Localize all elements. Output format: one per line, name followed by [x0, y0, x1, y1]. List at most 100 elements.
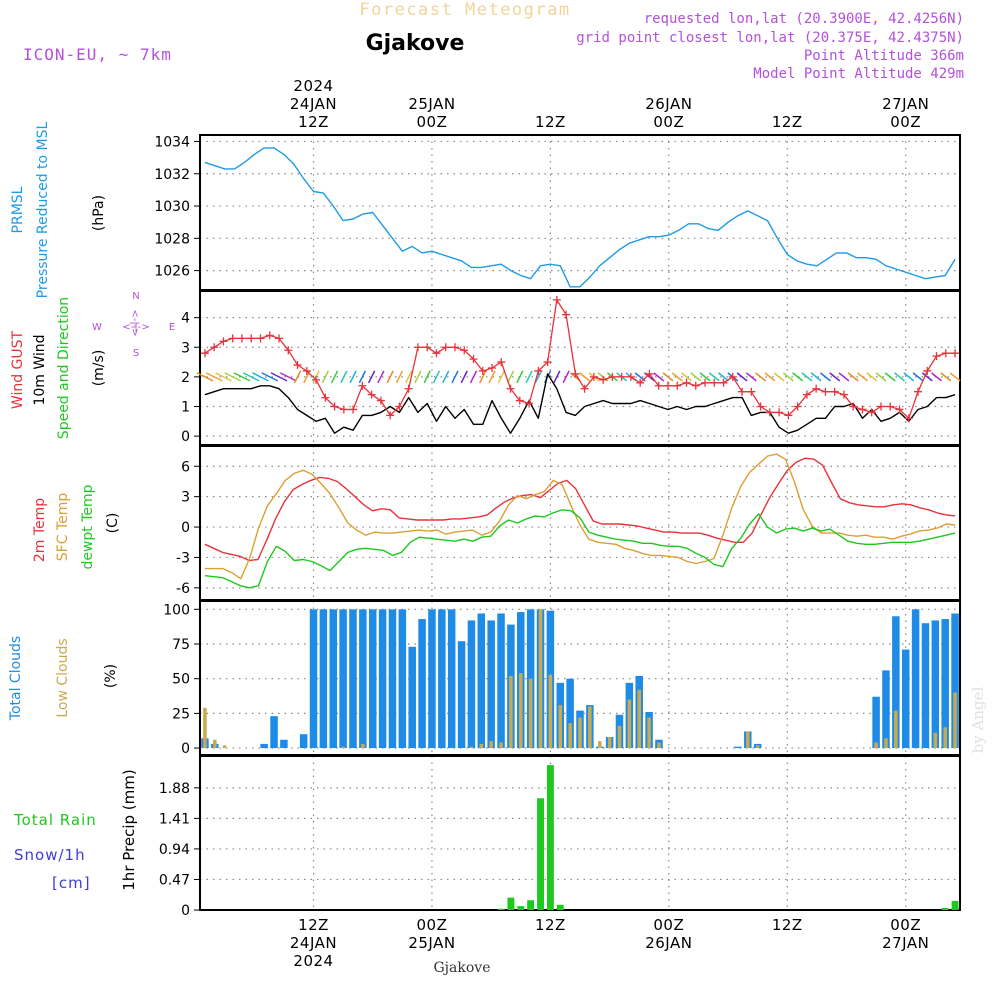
point-altitude: Point Altitude 366m	[804, 48, 964, 64]
total-clouds-bar	[911, 609, 920, 749]
wind-direction-arrow	[196, 372, 214, 382]
clouds-ytick-label: 0	[181, 741, 190, 757]
bottom-time-label: 2024	[293, 952, 333, 970]
rain-bar	[517, 906, 525, 910]
wind-direction-arrow	[432, 370, 441, 384]
wind-gust-marker	[608, 372, 617, 381]
wind-direction-arrow	[488, 370, 496, 384]
wind-direction-arrow	[377, 370, 385, 384]
bottom-time-label: 25JAN	[408, 934, 455, 952]
bottom-time-label: 26JAN	[645, 934, 692, 952]
wind-direction-arrow	[949, 372, 961, 382]
compass-west: W	[92, 322, 102, 333]
precip-ytick-label: 1.88	[159, 781, 190, 797]
low-clouds-bar	[894, 710, 898, 749]
bottom-time-label: 00Z	[653, 916, 684, 934]
wind-direction-arrow	[506, 370, 515, 384]
wind-gust-line	[204, 299, 956, 419]
wind-gust-marker	[793, 402, 802, 411]
wind-gust-marker	[525, 399, 534, 408]
wind-gust-marker	[275, 334, 284, 343]
wind-gust-marker	[691, 381, 700, 390]
rain-bar	[556, 904, 564, 910]
wind-gust-marker	[747, 387, 756, 396]
wind-gust-marker	[441, 343, 450, 352]
low-clouds-bar	[489, 741, 493, 749]
wind-gust-marker	[321, 393, 330, 402]
top-time-label: 24JAN	[290, 95, 337, 113]
grid-point-coordinates: grid point closest lon,lat (20.375E, 42.…	[576, 30, 964, 46]
wind-gust-marker	[626, 372, 635, 381]
total-clouds-bar	[872, 696, 880, 749]
rain-bar	[527, 900, 535, 910]
wind-direction-arrow	[469, 370, 478, 384]
model-label: ICON-EU, ~ 7km	[23, 45, 172, 64]
temp-sfc-label: SFC Temp	[55, 493, 71, 562]
wind-ytick-label: 4	[181, 311, 190, 327]
wind-direction-arrow	[252, 372, 269, 382]
wind-direction-arrow	[782, 372, 794, 382]
wind-gust-marker	[349, 405, 358, 414]
wind-direction-arrow	[662, 372, 674, 382]
total-clouds-bar	[901, 649, 910, 749]
wind-gust-marker	[784, 411, 793, 420]
wind-direction-arrow	[349, 370, 357, 384]
low-clouds-bar	[627, 699, 632, 749]
low-clouds-bar	[361, 743, 365, 749]
total-clouds-bar	[299, 734, 308, 749]
total-clouds-bar	[339, 609, 347, 749]
footer-location: Gjakove	[434, 960, 491, 976]
wind-gust-marker	[830, 387, 839, 396]
wind-ytick-label: 0	[181, 429, 190, 445]
top-time-label: 00Z	[653, 113, 684, 131]
temp-ytick-label: 3	[181, 490, 190, 506]
temp-unit: (C)	[105, 513, 121, 534]
wind-direction-arrow	[736, 372, 748, 382]
compass-north-south-arrow: <-|->	[129, 309, 140, 336]
low-clouds-bar	[637, 689, 641, 749]
wind-direction-arrow	[875, 372, 887, 382]
compass-south: S	[133, 348, 139, 359]
total-clouds-bar	[438, 609, 446, 749]
wind-gust-marker	[701, 378, 710, 387]
wind-gust-marker	[914, 387, 923, 396]
wind-gust-marker	[599, 375, 608, 384]
wind-direction-arrow	[293, 370, 302, 384]
top-time-label: 00Z	[890, 113, 921, 131]
wind-direction-arrow	[579, 372, 591, 382]
wind-direction-arrow	[215, 372, 232, 382]
wind-gust-marker	[821, 387, 830, 396]
low-clouds-bar	[953, 692, 957, 749]
pressure-ytick-label: 1032	[154, 167, 190, 183]
top-time-label: 26JAN	[645, 95, 692, 113]
temp-2m-label: 2m Temp	[32, 498, 48, 562]
total-clouds-bar	[418, 619, 426, 749]
rain-bar	[546, 765, 554, 910]
clouds-ytick-label: 50	[172, 672, 190, 688]
total-clouds-bar	[951, 613, 959, 749]
low-clouds-bar	[222, 745, 227, 749]
total-rain-label: Total Rain	[13, 811, 97, 829]
wind-gust-marker	[886, 402, 895, 411]
wind-direction-arrow	[671, 372, 683, 382]
panel-labels: PRMSL Pressure Reduced to MSL (hPa) Wind GU…	[8, 121, 175, 892]
low-clouds-bar	[607, 736, 612, 749]
wind-direction-arrow	[745, 372, 757, 382]
wind-gust-marker	[580, 384, 589, 393]
wind-direction-arrow	[903, 372, 915, 382]
temp-dewpt-line	[204, 509, 956, 589]
clouds-ytick-label: 100	[163, 602, 190, 618]
wind-gust-marker	[728, 372, 737, 381]
wind-gust-marker	[867, 408, 876, 417]
total-clouds-bar	[477, 613, 486, 749]
low-clouds-bar	[755, 745, 760, 749]
wind-direction-arrow	[562, 370, 570, 384]
compass-north: N	[132, 291, 139, 302]
low-clouds-bar	[884, 738, 888, 749]
wind-gust-marker	[413, 343, 422, 352]
total-clouds-bar	[408, 646, 416, 749]
bottom-time-label: 24JAN	[290, 934, 337, 952]
rain-bar	[497, 908, 505, 910]
wind-gust-marker	[636, 378, 645, 387]
low-clouds-bar	[874, 742, 878, 749]
